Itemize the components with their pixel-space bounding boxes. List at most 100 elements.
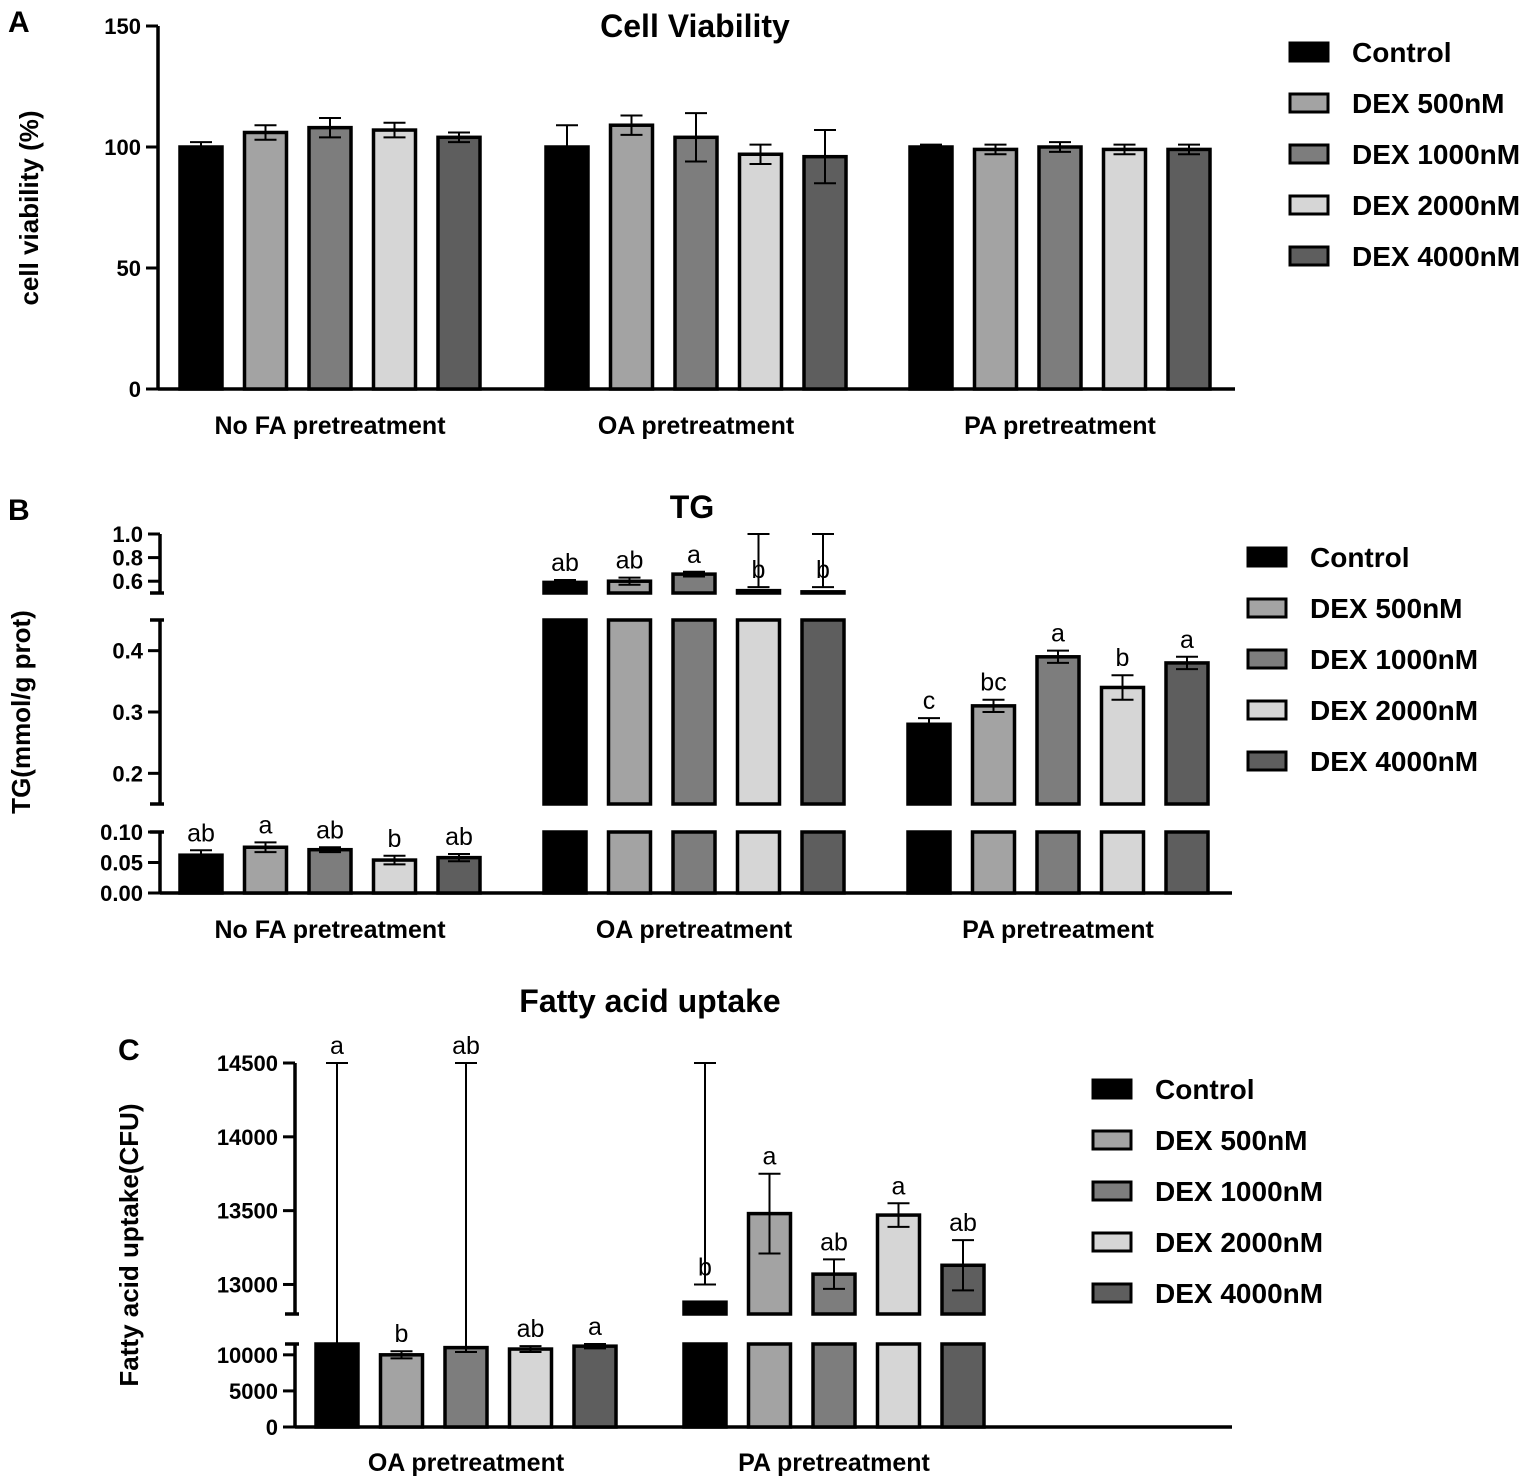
chart-c-sig-label: a [892, 1172, 906, 1200]
chart-b-bar [542, 830, 588, 895]
chart-a-legend-swatch [1288, 41, 1330, 63]
chart-b-ytick-label: 0.05 [100, 851, 143, 876]
chart-b-bar [800, 830, 846, 895]
chart-b-legend-label: Control [1310, 542, 1410, 573]
chart-b-sig-label: a [1051, 620, 1065, 648]
chart-c-sig-label: ab [452, 1032, 480, 1060]
chart-a-ytick-label: 0 [129, 377, 141, 402]
chart-a-legend-label: DEX 500nM [1352, 88, 1505, 119]
chart-b-category-label: No FA pretreatment [214, 916, 446, 944]
chart-b-bar [1164, 661, 1210, 806]
chart-b-legend-swatch [1246, 648, 1288, 670]
chart-c-ylabel: Fatty acid uptake(CFU) [114, 1103, 144, 1386]
chart-c-ytick-label: 10000 [217, 1343, 278, 1368]
chart-b-bar [906, 830, 952, 895]
chart-a-bar [371, 128, 418, 391]
chart-a-category-label: PA pretreatment [964, 412, 1156, 440]
chart-a-legend-swatch [1288, 143, 1330, 165]
chart-b-ytick-label: 0.8 [112, 546, 143, 571]
chart-c-ytick-label: 5000 [229, 1379, 278, 1404]
chart-b-bar [735, 830, 782, 895]
chart-b-ytick-label: 0.4 [112, 639, 143, 664]
chart-a-bar [307, 125, 353, 391]
chart-b-bar [1035, 830, 1081, 895]
chart-c-sig-label: a [588, 1313, 602, 1341]
chart-a-legend-swatch [1288, 92, 1330, 114]
chart-b-bar [970, 830, 1017, 895]
chart-a-title: Cell Viability [600, 8, 790, 44]
chart-a-bar [436, 135, 482, 391]
chart-a-bar [1037, 145, 1083, 391]
chart-b-legend-label: DEX 1000nM [1310, 644, 1478, 675]
chart-c-bar [746, 1211, 793, 1316]
chart-c-ytick-label: 14000 [217, 1125, 278, 1150]
chart-c-bar [378, 1353, 425, 1429]
chart-b-bar [735, 588, 782, 595]
chart-b-title: TG [670, 489, 714, 525]
chart-c-bar [443, 1345, 489, 1429]
chart-b-bar [606, 618, 653, 806]
chart-b-sig-label: ab [616, 547, 644, 575]
chart-c-legend-label: DEX 500nM [1155, 1125, 1308, 1156]
chart-b-bar [1035, 655, 1081, 806]
chart-a-bar [1166, 147, 1212, 391]
chart-c-legend-label: Control [1155, 1074, 1255, 1105]
chart-b-ytick-label: 0.00 [100, 881, 143, 906]
chart-c-bar [682, 1342, 728, 1429]
chart-b-sig-label: b [816, 556, 830, 584]
chart-b-legend-label: DEX 500nM [1310, 593, 1463, 624]
chart-b-bar [906, 722, 952, 806]
chart-a-legend-label: DEX 4000nM [1352, 241, 1520, 272]
chart-a-ytick-label: 150 [104, 14, 141, 39]
chart-b-ytick-label: 1.0 [112, 522, 143, 547]
chart-a-category-label: No FA pretreatment [214, 412, 446, 440]
chart-b-sig-label: a [259, 811, 273, 839]
chart-c-sig-label: ab [820, 1228, 848, 1256]
chart-b-sig-label: ab [445, 823, 473, 851]
chart-c-bar [875, 1342, 922, 1429]
chart-c-sig-label: ab [517, 1315, 545, 1343]
chart-b-sig-label: b [1116, 644, 1130, 672]
chart-a-bar [242, 130, 289, 391]
chart-a-bar [972, 147, 1019, 391]
chart-b-ytick-label: 0.10 [100, 820, 143, 845]
chart-a-ytick-label: 50 [117, 256, 141, 281]
chart-a-legend-label: Control [1352, 37, 1452, 68]
chart-a-legend-swatch [1288, 194, 1330, 216]
chart-b-sig-label: bc [980, 669, 1006, 697]
chart-c-legend-swatch [1091, 1129, 1133, 1151]
chart-c-legend-swatch [1091, 1078, 1133, 1100]
chart-a-bar [737, 152, 784, 391]
chart-a-legend-label: DEX 2000nM [1352, 190, 1520, 221]
chart-c-ytick-label: 13500 [217, 1199, 278, 1224]
chart-b-legend-swatch [1246, 699, 1288, 721]
chart-b-category-label: PA pretreatment [962, 916, 1154, 944]
chart-b-bar [800, 618, 846, 806]
chart-b-bar [735, 618, 782, 806]
chart-b-bar [242, 845, 289, 895]
panel-label-c: C [118, 1034, 140, 1067]
chart-b-legend-label: DEX 2000nM [1310, 695, 1478, 726]
chart-a-category-label: OA pretreatment [598, 412, 795, 440]
chart-c-category-label: OA pretreatment [368, 1449, 565, 1477]
chart-b-bar [1099, 685, 1146, 806]
chart-c-bar [572, 1344, 618, 1429]
chart-c-legend-swatch [1091, 1231, 1133, 1253]
chart-b-ylabel: TG(mmol/g prot) [6, 610, 36, 814]
chart-b-ytick-label: 0.3 [112, 700, 143, 725]
chart-c-bar [314, 1342, 360, 1429]
chart-a-ytick-label: 100 [104, 135, 141, 160]
chart-c-sig-label: a [763, 1143, 777, 1171]
chart-b-bar [671, 830, 717, 895]
chart-b-bar [371, 858, 418, 895]
chart-a-bar [673, 135, 719, 391]
chart-a-bar [608, 123, 655, 391]
chart-a-bar [544, 145, 590, 391]
chart-b-bar [1099, 830, 1146, 895]
chart-b-sig-label: ab [551, 549, 579, 577]
chart-b-sig-label: b [752, 556, 766, 584]
chart-b-sig-label: c [923, 687, 936, 715]
chart-c-category-label: PA pretreatment [738, 1449, 930, 1477]
chart-b-sig-label: a [1180, 626, 1194, 654]
